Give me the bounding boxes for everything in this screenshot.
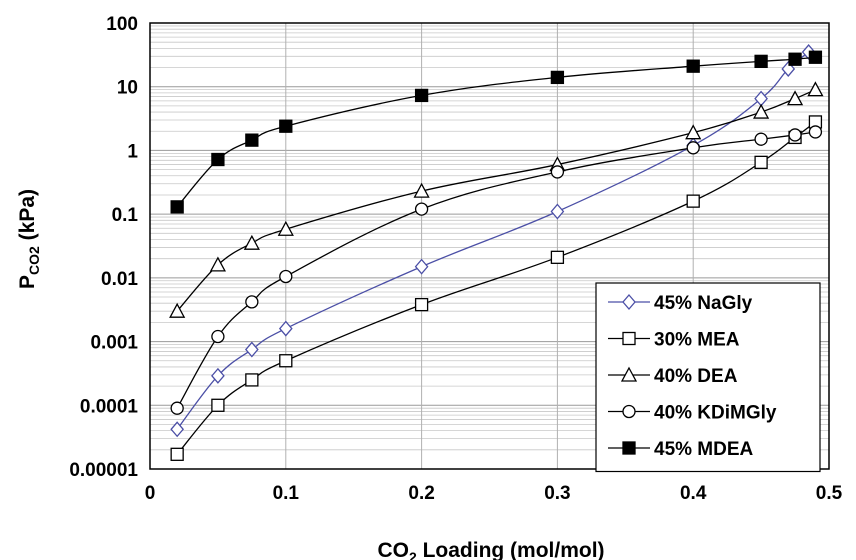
data-point-mdea: [754, 54, 768, 69]
data-point-mea: [279, 354, 293, 368]
data-point-mea: [211, 398, 225, 412]
legend-item-nagly: 45% NaGly: [608, 293, 753, 314]
data-point-kdimgly: [754, 132, 768, 146]
y-axis-title-sub: CO2: [26, 246, 42, 275]
legend-label: 30% MEA: [654, 330, 740, 351]
y-tick-label: 0.00001: [69, 460, 138, 481]
data-point-mdea: [245, 133, 259, 147]
data-point-dea: [413, 182, 430, 198]
legend: 45% NaGly 30% MEA 40% DEA 40% KDiMGly 45% MD…: [595, 282, 821, 473]
data-point-mdea: [211, 152, 225, 167]
data-point-dea: [786, 90, 804, 106]
y-tick-label: 0.0001: [80, 396, 139, 417]
x-axis-title: CO2 Loading (mol/mol): [377, 539, 604, 560]
legend-item-mdea: 45% MDEA: [608, 439, 754, 460]
data-point-kdimgly: [245, 295, 259, 309]
y-tick-label: 0.1: [112, 205, 139, 226]
x-axis-title-sub: 2: [409, 549, 417, 560]
y-axis-title-rest: (kPa): [16, 189, 39, 246]
legend-item-kdimgly: 40% KDiMGly: [608, 403, 777, 424]
data-point-mdea: [279, 119, 293, 133]
x-axis-title-rest: Loading (mol/mol): [417, 539, 605, 560]
data-point-nagly: [211, 367, 225, 384]
x-tick-label: 0.5: [816, 483, 843, 504]
y-axis-title-main: P: [16, 275, 39, 289]
data-point-kdimgly: [788, 128, 802, 142]
legend-marker: [622, 294, 636, 310]
series-line-mdea: [176, 56, 816, 208]
legend-marker: [620, 366, 638, 382]
data-point-kdimgly: [550, 165, 565, 179]
data-point-nagly: [550, 203, 565, 220]
legend-label: 45% MDEA: [654, 439, 754, 460]
y-axis-title: PCO2 (kPa): [16, 189, 42, 289]
ticks: 0 0.1 0.2 0.3 0.4 0.5 0.00001 0.0001 0.001 0.01 0.…: [69, 14, 842, 504]
x-tick-label: 0.3: [544, 483, 570, 504]
series-line-kdimgly: [176, 131, 816, 409]
legend-marker: [622, 441, 636, 455]
x-axis-title-main: CO: [377, 539, 409, 560]
y-tick-label: 100: [106, 14, 138, 35]
data-point-mea: [550, 250, 565, 264]
data-point-dea: [807, 81, 824, 97]
data-point-dea: [169, 302, 186, 318]
legend-item-dea: 40% DEA: [608, 366, 738, 387]
data-point-mea: [170, 447, 184, 461]
data-point-mdea: [170, 200, 184, 214]
series-layer: [169, 44, 824, 461]
x-tick-label: 0.4: [680, 483, 707, 504]
data-point-kdimgly: [686, 141, 700, 155]
data-point-mdea: [808, 50, 823, 64]
series-kdimgly: [170, 125, 823, 415]
series-line-dea: [176, 89, 816, 312]
data-point-nagly: [781, 60, 796, 77]
series-line-nagly: [176, 51, 810, 430]
data-point-mea: [414, 297, 429, 312]
data-point-dea: [277, 220, 294, 236]
data-point-kdimgly: [170, 401, 184, 415]
data-point-nagly: [278, 320, 293, 337]
y-tick-label: 10: [117, 78, 138, 99]
data-point-kdimgly: [211, 329, 225, 344]
x-tick-label: 0: [145, 483, 156, 504]
legend-item-mea: 30% MEA: [608, 330, 740, 351]
legend-label: 40% KDiMGly: [654, 403, 777, 424]
legend-label: 40% DEA: [654, 366, 738, 387]
series-mdea: [170, 50, 823, 214]
y-tick-label: 0.01: [101, 269, 138, 290]
y-tick-label: 1: [127, 141, 138, 162]
data-point-nagly: [414, 258, 429, 275]
x-tick-label: 0.1: [273, 483, 300, 504]
data-point-mdea: [686, 59, 700, 73]
data-point-nagly: [170, 421, 185, 438]
legend-marker: [622, 404, 636, 419]
data-point-dea: [753, 103, 770, 119]
data-point-nagly: [244, 341, 259, 358]
data-point-dea: [685, 124, 702, 140]
legend-label: 45% NaGly: [654, 293, 753, 314]
data-point-kdimgly: [279, 269, 293, 284]
data-point-mea: [245, 373, 259, 387]
data-point-kdimgly: [808, 125, 823, 139]
data-point-mea: [686, 194, 700, 208]
data-point-mea: [754, 155, 768, 169]
plot-frame: [149, 22, 830, 470]
data-point-dea: [243, 234, 260, 250]
data-point-mdea: [414, 88, 429, 103]
data-point-dea: [209, 256, 226, 272]
data-point-kdimgly: [414, 202, 429, 216]
y-tick-label: 0.001: [90, 333, 138, 354]
data-point-mdea: [788, 52, 802, 66]
data-point-mdea: [550, 70, 565, 85]
x-tick-label: 0.2: [408, 483, 434, 504]
legend-marker: [622, 331, 636, 346]
